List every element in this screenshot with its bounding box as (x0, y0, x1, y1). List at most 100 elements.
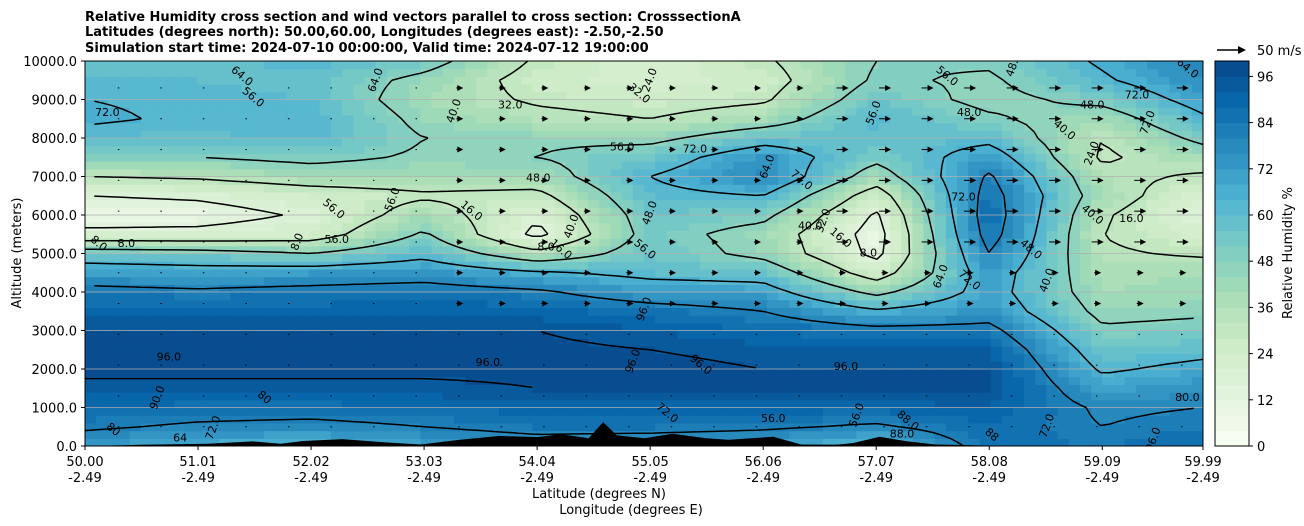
rh-cell (1046, 407, 1059, 416)
rh-cell (979, 299, 992, 308)
rh-cell (834, 322, 846, 332)
rh-cell (1046, 107, 1059, 116)
rh-cell (990, 253, 1003, 262)
rh-cell (565, 415, 578, 424)
rh-cell (275, 361, 287, 370)
rh-cell (699, 207, 712, 216)
rh-cell (1035, 392, 1048, 401)
rh-cell (699, 407, 712, 416)
rh-cell (1046, 122, 1059, 131)
rh-cell (811, 76, 824, 85)
rh-cell (364, 369, 377, 378)
rh-cell (1113, 407, 1126, 416)
rh-cell (85, 376, 97, 385)
rh-cell (990, 361, 1003, 370)
rh-cell (755, 407, 768, 416)
rh-cell (1012, 315, 1025, 324)
rh-cell (722, 107, 735, 116)
rh-cell (96, 138, 108, 147)
rh-cell (912, 122, 925, 131)
rh-cell (230, 430, 243, 439)
rh-cell (811, 184, 824, 193)
rh-cell (1035, 330, 1048, 339)
rh-cell (543, 215, 556, 224)
rh-cell (1035, 107, 1048, 116)
rh-cell (610, 384, 623, 393)
rh-cell (330, 176, 343, 185)
rh-cell (554, 407, 567, 416)
rh-cell (453, 392, 466, 401)
rh-cell (308, 430, 321, 439)
rh-cell (509, 353, 522, 362)
rh-cell (196, 76, 209, 85)
rh-cell (699, 253, 712, 262)
rh-cell (476, 392, 489, 401)
rh-cell (1091, 407, 1103, 416)
rh-cell (319, 345, 332, 355)
rh-cell (644, 168, 656, 178)
rh-cell (845, 168, 858, 178)
rh-cell (152, 161, 164, 170)
rh-cell (834, 276, 846, 285)
rh-cell (207, 122, 220, 131)
rh-cell (1102, 268, 1115, 278)
rh-cell (185, 415, 198, 424)
rh-cell (632, 284, 645, 293)
rh-cell (934, 369, 947, 378)
rh-cell (1057, 215, 1070, 224)
rh-cell (297, 399, 310, 409)
rh-cell (1102, 430, 1115, 439)
rh-cell (1135, 199, 1148, 208)
rh-cell (1169, 176, 1182, 185)
rh-cell (778, 384, 790, 393)
rh-cell (856, 415, 869, 424)
rh-cell (275, 199, 287, 208)
rh-cell (364, 161, 377, 170)
rh-cell (867, 315, 880, 324)
rh-cell (1068, 199, 1081, 208)
rh-cell (152, 330, 164, 339)
rh-cell (610, 345, 623, 355)
rh-cell (219, 199, 231, 208)
rh-cell (1012, 76, 1025, 85)
rh-cell (252, 114, 265, 124)
rh-cell (621, 199, 634, 208)
rh-cell (610, 61, 623, 70)
rh-cell (1091, 122, 1103, 131)
rh-cell (185, 68, 198, 77)
rh-cell (107, 299, 120, 308)
rh-cell (353, 292, 366, 301)
rh-cell (241, 253, 254, 262)
rh-cell (867, 384, 880, 393)
rh-cell (1035, 145, 1048, 154)
rh-cell (856, 345, 869, 355)
rh-cell (330, 299, 343, 308)
rh-cell (420, 68, 433, 77)
rh-cell (554, 161, 567, 170)
rh-cell (342, 130, 354, 139)
rh-cell (688, 407, 701, 416)
rh-cell (968, 91, 980, 101)
rh-cell (1147, 153, 1159, 162)
rh-cell (968, 376, 980, 385)
rh-cell (945, 238, 958, 247)
rh-cell (845, 338, 858, 347)
rh-cell (1135, 138, 1148, 147)
rh-cell (822, 422, 835, 432)
rh-cell (442, 292, 455, 301)
rh-cell (655, 199, 667, 208)
rh-cell (711, 430, 723, 439)
rh-cell (1158, 376, 1171, 385)
rh-cell (1191, 184, 1203, 193)
rh-cell (845, 184, 858, 193)
rh-cell (856, 299, 869, 308)
rh-cell (252, 99, 265, 108)
rh-cell (442, 99, 455, 108)
rh-cell (263, 253, 276, 262)
rh-cell (342, 315, 354, 324)
rh-cell (241, 153, 254, 162)
rh-cell (923, 253, 936, 262)
rh-cell (677, 99, 690, 108)
rh-cell (979, 61, 992, 70)
rh-cell (140, 138, 153, 147)
